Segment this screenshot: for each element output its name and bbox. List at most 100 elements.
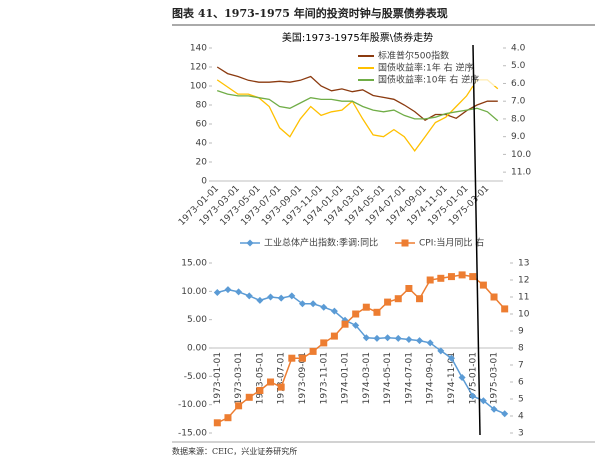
- point: [401, 239, 409, 247]
- point: [267, 293, 275, 301]
- y-tick-label: 0.00: [187, 344, 207, 354]
- point: [373, 308, 381, 316]
- x-tick-label: 1973-07-01: [277, 352, 287, 404]
- y-tick-label: 80: [196, 101, 208, 111]
- point: [490, 405, 498, 413]
- x-tick-label: 1973-09-01: [298, 352, 308, 404]
- y2-tick-label: 11.0: [511, 168, 531, 178]
- x-tick-label: 1974-09-01: [426, 352, 436, 404]
- legend-box: [352, 50, 501, 86]
- x-tick-label: 1975-01-01: [468, 352, 478, 404]
- point: [288, 354, 296, 362]
- x-tick-label: 1974-05-01: [383, 352, 393, 404]
- point: [298, 300, 306, 308]
- point: [437, 347, 445, 355]
- point: [224, 414, 232, 422]
- point: [501, 305, 509, 313]
- y2-tick-label: 5.0: [511, 61, 526, 71]
- y-tick-label: 20: [196, 158, 208, 168]
- legend-label: 标准普尔500指数: [378, 50, 449, 62]
- point: [501, 410, 509, 418]
- legend-label: 工业总体产出指数:季调:同比: [264, 237, 378, 249]
- x-tick-label: 1973-01-01: [213, 352, 223, 404]
- x-tick-label: 1973-11-01: [319, 352, 329, 404]
- point: [447, 273, 455, 281]
- y2-tick-label: 4.0: [511, 44, 526, 54]
- y2-tick-label: 10: [518, 310, 530, 320]
- y2-tick-label: 4: [518, 412, 524, 422]
- point: [479, 281, 487, 289]
- series-line: [216, 274, 506, 424]
- point: [437, 274, 445, 282]
- y2-tick-label: 9: [518, 327, 524, 337]
- point: [330, 307, 338, 315]
- legend-label: 国债收益率:10年 右 逆序: [378, 74, 479, 86]
- point: [256, 387, 264, 394]
- series-line: [217, 288, 505, 415]
- point: [320, 339, 328, 347]
- x-tick-label: 1974-01-01: [341, 352, 351, 404]
- point: [394, 334, 402, 342]
- x-tick-label: 1974-07-01: [404, 352, 414, 404]
- x-tick-label: 1975-03-01: [490, 352, 500, 404]
- annotation-line: [472, 44, 481, 436]
- y2-tick-label: 7.0: [511, 97, 526, 107]
- point: [416, 295, 424, 303]
- y2-tick-label: 5: [518, 395, 524, 405]
- y-tick-label: 140: [190, 44, 207, 54]
- y2-tick-label: 11: [518, 293, 529, 303]
- point: [288, 292, 296, 300]
- header-title: 图表 41、1973-1975 年间的投资时钟与股票债券表现: [172, 6, 448, 20]
- point: [426, 276, 434, 284]
- point: [384, 334, 392, 342]
- point: [245, 292, 253, 300]
- chart-title: 美国:1973-1975年股票\债券走势: [282, 31, 433, 44]
- y-tick-label: -15.00: [178, 429, 207, 439]
- y2-tick-label: 8: [518, 344, 524, 354]
- point: [246, 239, 254, 247]
- y-tick-label: 120: [190, 63, 207, 73]
- point: [277, 383, 285, 391]
- point: [309, 300, 317, 308]
- y2-tick-label: 9.0: [511, 132, 526, 142]
- point: [213, 288, 221, 296]
- point: [341, 320, 349, 328]
- point: [235, 288, 243, 296]
- x-tick-label: 1974-11-01: [447, 352, 457, 404]
- point: [490, 293, 498, 301]
- point: [235, 402, 243, 410]
- point: [373, 334, 381, 342]
- point: [405, 285, 413, 292]
- point: [267, 378, 275, 386]
- y2-tick-label: 3: [518, 429, 524, 439]
- point: [256, 296, 264, 304]
- point: [416, 337, 424, 345]
- point: [309, 347, 317, 355]
- point: [447, 354, 455, 362]
- point: [352, 310, 360, 318]
- point: [405, 336, 413, 343]
- footer-source: 数据来源：CEIC，兴业证券研究所: [172, 446, 297, 456]
- point: [298, 354, 306, 362]
- point: [384, 298, 392, 306]
- x-tick-label: 1973-03-01: [234, 352, 244, 404]
- y-tick-label: 10.00: [181, 287, 207, 297]
- x-tick-label: 1973-05-01: [255, 352, 265, 404]
- y2-tick-label: 12: [518, 276, 529, 286]
- point: [330, 332, 338, 340]
- y-tick-label: -5.00: [184, 372, 208, 382]
- point: [277, 294, 285, 302]
- point: [469, 273, 477, 281]
- point: [362, 303, 370, 311]
- point: [469, 392, 477, 400]
- y2-tick-label: 6: [518, 378, 524, 388]
- y2-tick-label: 13: [518, 259, 529, 269]
- series-line: [216, 66, 498, 121]
- point: [213, 419, 221, 427]
- legend-label: 国债收益率:1年 右 逆序: [378, 62, 473, 74]
- series-line: [216, 89, 499, 122]
- y-tick-label: 0: [201, 177, 207, 187]
- y-tick-label: 60: [196, 120, 208, 130]
- point: [458, 373, 466, 381]
